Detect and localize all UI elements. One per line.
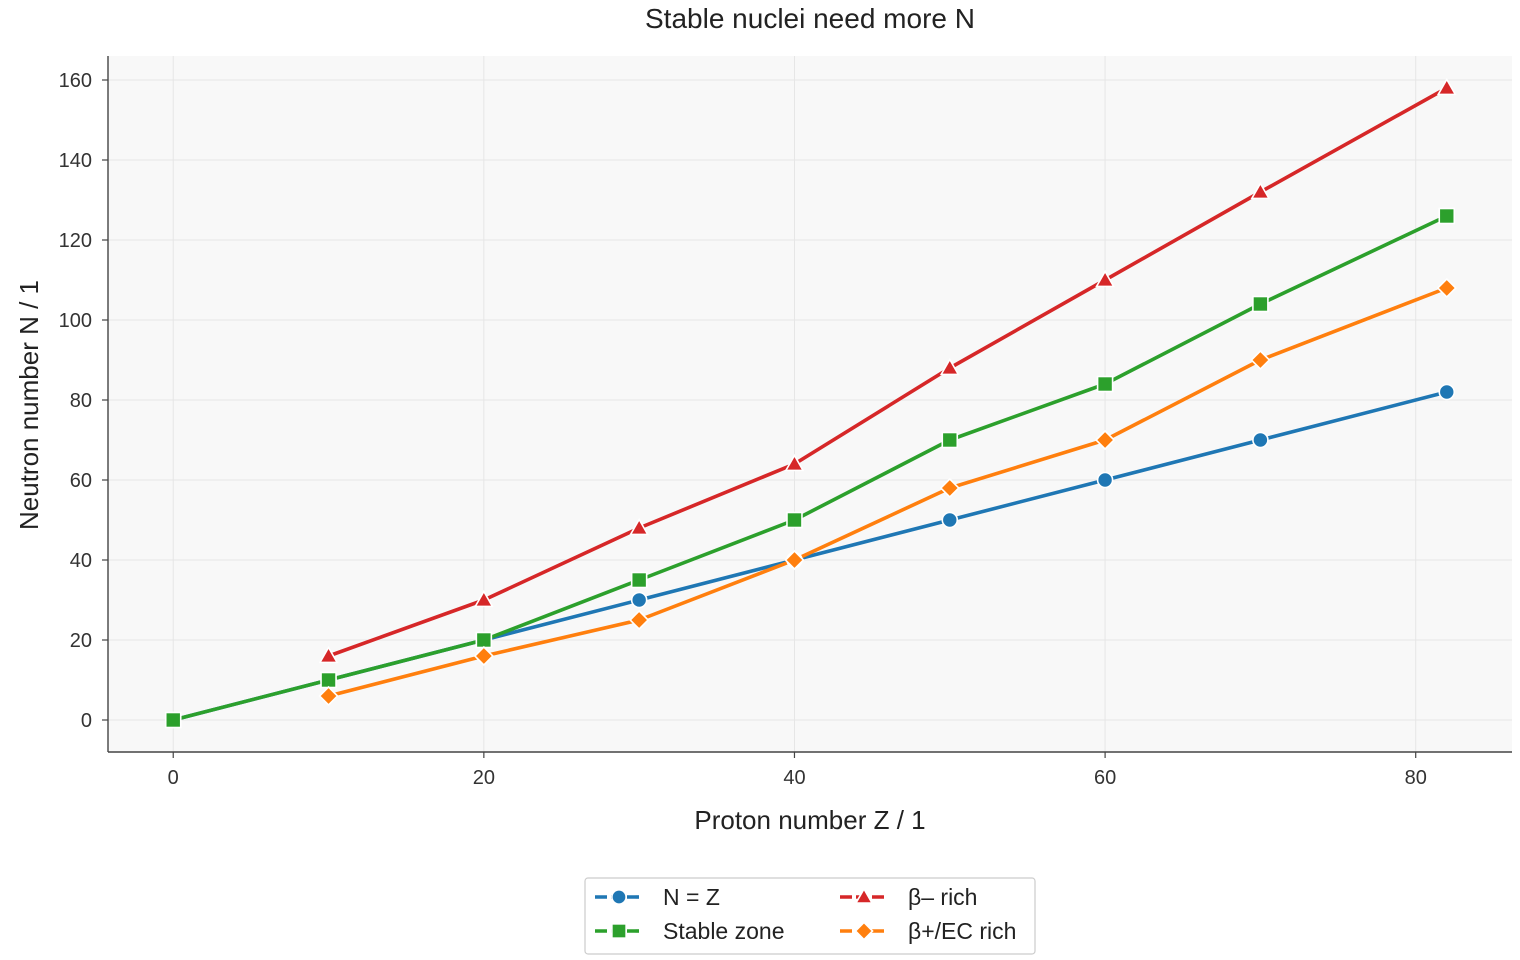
- legend-label: β– rich: [908, 884, 977, 910]
- data-point: [1252, 295, 1269, 313]
- legend-label: N = Z: [663, 884, 720, 910]
- y-tick-label: 80: [70, 390, 92, 412]
- data-point: [939, 357, 960, 376]
- data-point: [629, 609, 650, 631]
- markers--rich: [318, 77, 1457, 664]
- data-point: [941, 511, 959, 529]
- legend-item: β+/EC rich: [840, 918, 1016, 944]
- legend-item: Stable zone: [595, 918, 784, 944]
- data-point: [473, 589, 494, 608]
- x-tick-label: 60: [1094, 767, 1116, 789]
- x-tick-label: 40: [783, 767, 805, 789]
- legend-label: Stable zone: [663, 918, 784, 944]
- data-point: [320, 671, 337, 689]
- x-tick-label: 0: [168, 767, 179, 789]
- data-point: [1252, 431, 1269, 449]
- data-point: [784, 453, 805, 472]
- x-axis-title: Proton number Z / 1: [694, 805, 925, 835]
- grid: [108, 56, 1512, 752]
- data-point: [1250, 181, 1271, 200]
- data-point: [1436, 77, 1457, 96]
- legend-item: β– rich: [840, 884, 977, 910]
- markers--ec-rich: [318, 277, 1457, 707]
- legend-frame: [584, 877, 1036, 955]
- data-point: [784, 549, 805, 571]
- data-point: [630, 591, 648, 609]
- data-point: [1250, 349, 1271, 371]
- series--ec-rich: [326, 286, 1449, 698]
- data-point: [1096, 471, 1114, 489]
- data-point: [164, 711, 182, 729]
- x-tick-labels: 0 20 40 60 80: [168, 767, 1427, 789]
- data-point: [629, 517, 650, 536]
- y-tick-label: 0: [81, 710, 92, 732]
- legend: N = Z Stable zone β– rich β+/EC rich: [584, 877, 1036, 955]
- legend-marker: [854, 921, 874, 941]
- legend-item: N = Z: [595, 884, 720, 910]
- data-point: [318, 685, 339, 707]
- data-point: [1436, 277, 1457, 299]
- data-point: [1438, 207, 1456, 225]
- y-tick-label: 60: [70, 470, 92, 492]
- y-tick-label: 40: [70, 550, 92, 572]
- markers-stable-zone: [164, 207, 1456, 729]
- data-point: [473, 645, 494, 667]
- chart-title: Stable nuclei need more N: [645, 3, 975, 34]
- data-point: [941, 431, 959, 449]
- data-point: [939, 477, 960, 499]
- data-point: [475, 631, 493, 649]
- series--rich: [326, 86, 1449, 658]
- y-tick-labels: 0 20 40 60 80 100 120 140 160: [59, 70, 92, 732]
- plot-area: [108, 56, 1512, 752]
- y-tick-label: 100: [59, 310, 92, 332]
- y-tick-label: 20: [70, 630, 92, 652]
- series-line: [326, 286, 1449, 698]
- data-point: [630, 571, 648, 589]
- legend-marker: [611, 889, 627, 905]
- x-tick-label: 20: [473, 767, 495, 789]
- x-tick-label: 80: [1405, 767, 1427, 789]
- legend-marker: [854, 887, 874, 904]
- y-axis-title: Neutron number N / 1: [14, 280, 44, 530]
- legend-label: β+/EC rich: [908, 918, 1016, 944]
- y-tick-label: 120: [59, 230, 92, 252]
- series-layer: [164, 77, 1457, 729]
- axes: [102, 56, 1512, 758]
- data-point: [318, 645, 339, 664]
- y-tick-label: 160: [59, 70, 92, 92]
- series-line: [326, 86, 1449, 658]
- data-point: [1438, 383, 1456, 401]
- data-point: [1095, 269, 1115, 288]
- data-point: [786, 511, 803, 529]
- data-point: [1096, 375, 1114, 393]
- legend-marker: [611, 923, 627, 939]
- y-tick-label: 140: [59, 150, 92, 172]
- data-point: [1094, 429, 1116, 451]
